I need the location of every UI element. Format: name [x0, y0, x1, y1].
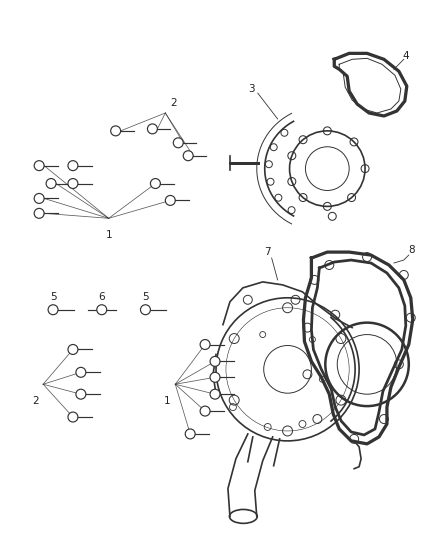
Text: 4: 4	[403, 51, 409, 61]
Circle shape	[183, 151, 193, 160]
Circle shape	[97, 305, 107, 314]
Text: 2: 2	[170, 98, 177, 108]
Circle shape	[68, 344, 78, 354]
Circle shape	[34, 160, 44, 171]
Circle shape	[111, 126, 120, 136]
Circle shape	[150, 179, 160, 189]
Text: 1: 1	[164, 396, 171, 406]
Text: 1: 1	[106, 230, 112, 240]
Text: 5: 5	[50, 292, 57, 302]
Circle shape	[200, 406, 210, 416]
Circle shape	[34, 208, 44, 219]
Circle shape	[173, 138, 183, 148]
Circle shape	[48, 305, 58, 314]
Circle shape	[68, 160, 78, 171]
Text: 5: 5	[142, 292, 149, 302]
Circle shape	[141, 305, 150, 314]
Circle shape	[165, 196, 175, 205]
Circle shape	[46, 179, 56, 189]
Circle shape	[210, 357, 220, 366]
Circle shape	[68, 412, 78, 422]
Circle shape	[68, 179, 78, 189]
Text: 3: 3	[248, 84, 255, 94]
Circle shape	[148, 124, 157, 134]
Circle shape	[76, 367, 86, 377]
Circle shape	[200, 340, 210, 350]
Text: 6: 6	[99, 292, 105, 302]
Circle shape	[34, 193, 44, 204]
Circle shape	[76, 389, 86, 399]
Circle shape	[185, 429, 195, 439]
Text: 8: 8	[409, 245, 415, 255]
Text: 7: 7	[265, 247, 271, 257]
Text: 2: 2	[32, 396, 39, 406]
Circle shape	[210, 389, 220, 399]
Circle shape	[210, 373, 220, 382]
